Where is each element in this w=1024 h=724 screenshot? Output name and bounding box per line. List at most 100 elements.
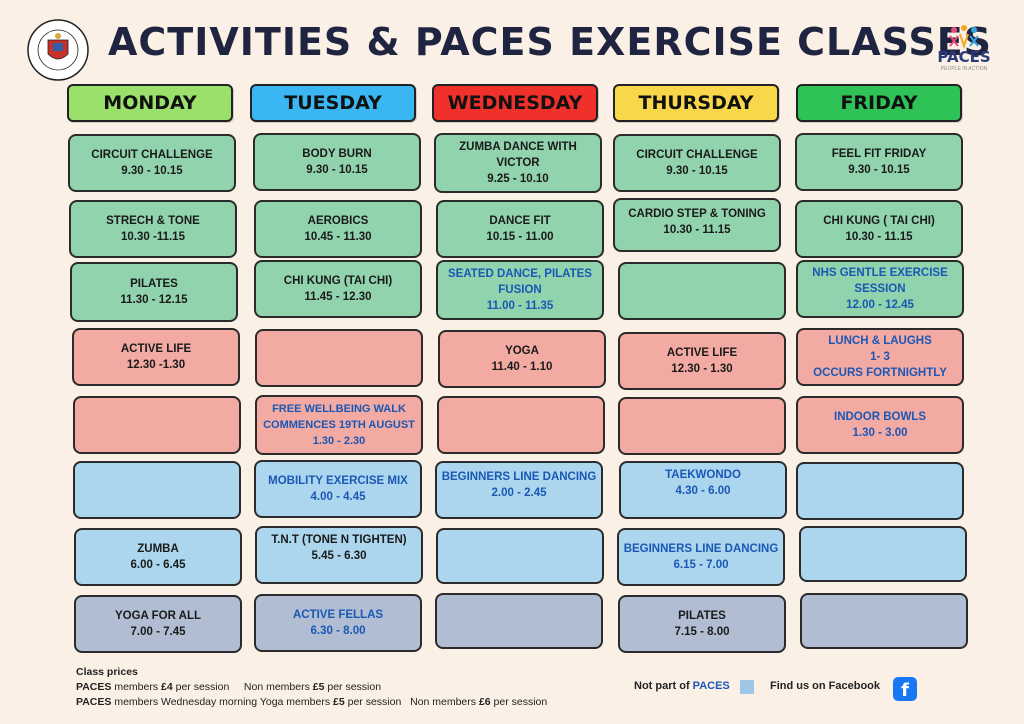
class-cell: CIRCUIT CHALLENGE 9.30 - 10.15 xyxy=(613,134,781,192)
class-name-cont: SESSION xyxy=(854,283,906,295)
day-header-tuesday: TUESDAY xyxy=(250,84,416,122)
class-name-cont: FUSION xyxy=(498,284,542,296)
class-cell: FEEL FIT FRIDAY 9.30 - 10.15 xyxy=(795,133,963,191)
class-cell: YOGA 11.40 - 1.10 xyxy=(438,330,606,388)
class-name-cont: VICTOR xyxy=(496,157,540,169)
class-cell: ZUMBA 6.00 - 6.45 xyxy=(74,528,242,586)
class-cell: CHI KUNG ( TAI CHI) 10.30 - 11.15 xyxy=(795,200,963,258)
class-cell: CIRCUIT CHALLENGE 9.30 - 10.15 xyxy=(68,134,236,192)
class-name: PILATES xyxy=(130,278,178,290)
class-time: 11.40 - 1.10 xyxy=(491,361,553,373)
class-name: LUNCH & LAUGHS xyxy=(828,335,932,347)
day-header-friday: FRIDAY xyxy=(796,84,962,122)
class-time: 4.00 - 4.45 xyxy=(310,491,366,503)
class-cell-non-paces: INDOOR BOWLS 1.30 - 3.00 xyxy=(796,396,964,454)
class-name: BEGINNERS LINE DANCING xyxy=(441,471,597,483)
class-note: OCCURS FORTNIGHTLY xyxy=(813,367,947,379)
class-name: CIRCUIT CHALLENGE xyxy=(636,149,758,161)
class-cell-empty xyxy=(618,397,786,455)
class-name: CHI KUNG (TAI CHI) xyxy=(283,275,393,287)
class-time: 9.30 - 10.15 xyxy=(121,165,183,177)
class-cell: CARDIO STEP & TONING 10.30 - 11.15 xyxy=(613,198,781,252)
facebook-icon[interactable]: f xyxy=(893,677,917,701)
class-name: STRECH & TONE xyxy=(106,215,200,227)
class-name: BODY BURN xyxy=(302,148,372,160)
class-time: 6.30 - 8.00 xyxy=(310,625,366,637)
class-prices-heading: Class prices xyxy=(76,666,138,678)
class-time: 9.30 - 10.15 xyxy=(848,164,910,176)
class-time: 12.30 -1.30 xyxy=(126,359,186,371)
class-cell-non-paces: ACTIVE FELLAS 6.30 - 8.00 xyxy=(254,594,422,652)
class-time: 6.00 - 6.45 xyxy=(130,559,186,571)
legend-swatch xyxy=(740,680,754,694)
class-name: CHI KUNG ( TAI CHI) xyxy=(823,215,935,227)
class-cell-non-paces: LUNCH & LAUGHS 1- 3 OCCURS FORTNIGHTLY xyxy=(796,328,964,386)
class-cell-empty xyxy=(796,462,964,520)
class-cell-empty xyxy=(73,461,241,519)
class-time: 9.30 - 10.15 xyxy=(306,164,368,176)
class-cell-non-paces: MOBILITY EXERCISE MIX 4.00 - 4.45 xyxy=(254,460,422,518)
peterlee-town-council-crest xyxy=(26,18,90,82)
class-time: 6.15 - 7.00 xyxy=(673,559,729,571)
class-cell-non-paces: BEGINNERS LINE DANCING 2.00 - 2.45 xyxy=(435,461,603,519)
class-time: 12.00 - 12.45 xyxy=(846,299,914,311)
class-name: CARDIO STEP & TONING xyxy=(628,208,766,220)
class-time: 12.30 - 1.30 xyxy=(671,363,733,375)
class-cell: BODY BURN 9.30 - 10.15 xyxy=(253,133,421,191)
class-name: DANCE FIT xyxy=(489,215,551,227)
class-cell: STRECH & TONE 10.30 -11.15 xyxy=(69,200,237,258)
class-cell-non-paces: BEGINNERS LINE DANCING 6.15 - 7.00 xyxy=(617,528,785,586)
class-time: 10.30 -11.15 xyxy=(121,231,185,243)
class-name: TAEKWONDO xyxy=(665,469,741,481)
class-time: 9.25 - 10.10 xyxy=(487,173,549,185)
class-name: ACTIVE FELLAS xyxy=(292,609,384,621)
class-time: 4.30 - 6.00 xyxy=(675,485,731,497)
class-time: 11.45 - 12.30 xyxy=(304,291,372,303)
class-name: PILATES xyxy=(678,610,726,622)
class-cell-empty xyxy=(435,593,603,649)
class-time: 2.00 - 2.45 xyxy=(491,487,547,499)
class-time: 10.15 - 11.00 xyxy=(486,231,554,243)
class-cell: ACTIVE LIFE 12.30 -1.30 xyxy=(72,328,240,386)
class-cell-empty xyxy=(618,262,786,320)
class-time: 9.30 - 10.15 xyxy=(666,165,728,177)
class-cell-empty xyxy=(437,396,605,454)
class-cell: AEROBICS 10.45 - 11.30 xyxy=(254,200,422,258)
class-name: FEEL FIT FRIDAY xyxy=(831,148,927,160)
class-time: 11.30 - 12.15 xyxy=(120,294,188,306)
class-cell: PILATES 7.15 - 8.00 xyxy=(618,595,786,653)
class-name: YOGA FOR ALL xyxy=(114,610,202,622)
class-time: 7.00 - 7.45 xyxy=(130,626,186,638)
class-name: SEATED DANCE, PILATES xyxy=(448,268,592,280)
day-header-monday: MONDAY xyxy=(67,84,233,122)
class-name: FREE WELLBEING WALK xyxy=(272,403,406,415)
non-paces-legend: Not part of PACES xyxy=(634,680,730,692)
class-cell-non-paces: NHS GENTLE EXERCISE SESSION 12.00 - 12.4… xyxy=(796,260,964,318)
class-cell: ACTIVE LIFE 12.30 - 1.30 xyxy=(618,332,786,390)
class-name: AEROBICS xyxy=(307,215,369,227)
class-cell-empty xyxy=(800,593,968,649)
class-cell-empty xyxy=(255,329,423,387)
class-name: ACTIVE LIFE xyxy=(666,347,738,359)
class-cell-non-paces: SEATED DANCE, PILATES FUSION 11.00 - 11.… xyxy=(436,260,604,320)
class-cell-empty xyxy=(436,528,604,584)
class-time: 5.45 - 6.30 xyxy=(311,550,367,562)
class-cell: T.N.T (TONE N TIGHTEN) 5.45 - 6.30 xyxy=(255,526,423,584)
class-cell: ZUMBA DANCE WITH VICTOR 9.25 - 10.10 xyxy=(434,133,602,193)
class-name: ACTIVE LIFE xyxy=(120,343,192,355)
class-name: NHS GENTLE EXERCISE xyxy=(812,267,948,279)
class-cell: PILATES 11.30 - 12.15 xyxy=(70,262,238,322)
class-time: 1- 3 xyxy=(870,351,890,363)
class-note: COMMENCES 19TH AUGUST xyxy=(263,419,415,431)
class-cell-non-paces: FREE WELLBEING WALK COMMENCES 19TH AUGUS… xyxy=(255,395,423,455)
facebook-text: Find us on Facebook xyxy=(770,680,881,692)
price-line-1: PACES members £4 per session Non members… xyxy=(76,681,382,693)
price-line-2: PACES members Wednesday morning Yoga mem… xyxy=(76,696,548,708)
day-header-thursday: THURSDAY xyxy=(613,84,779,122)
class-name: MOBILITY EXERCISE MIX xyxy=(268,475,408,487)
class-time: 11.00 - 11.35 xyxy=(486,300,554,312)
class-time: 7.15 - 8.00 xyxy=(674,626,730,638)
class-time: 10.45 - 11.30 xyxy=(304,231,372,243)
class-name: T.N.T (TONE N TIGHTEN) xyxy=(271,534,407,546)
class-name: CIRCUIT CHALLENGE xyxy=(91,149,213,161)
